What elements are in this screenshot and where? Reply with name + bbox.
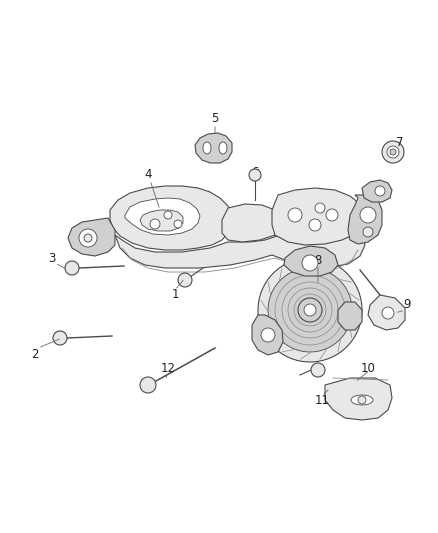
Circle shape — [84, 234, 92, 242]
Text: 4: 4 — [144, 168, 152, 182]
Polygon shape — [115, 225, 365, 268]
Circle shape — [288, 208, 302, 222]
Circle shape — [150, 219, 160, 229]
Circle shape — [375, 186, 385, 196]
Polygon shape — [338, 302, 362, 330]
Text: 6: 6 — [251, 166, 259, 179]
Circle shape — [249, 169, 261, 181]
Polygon shape — [368, 295, 405, 330]
Circle shape — [358, 396, 366, 404]
Circle shape — [326, 209, 338, 221]
Circle shape — [382, 141, 404, 163]
Polygon shape — [110, 186, 232, 250]
Circle shape — [302, 255, 318, 271]
Text: 8: 8 — [314, 254, 321, 266]
Circle shape — [390, 149, 396, 155]
Circle shape — [79, 229, 97, 247]
Circle shape — [174, 220, 182, 228]
Text: 2: 2 — [31, 349, 39, 361]
Ellipse shape — [351, 395, 373, 405]
Polygon shape — [325, 378, 392, 420]
Text: 3: 3 — [48, 252, 56, 264]
Text: 7: 7 — [396, 136, 404, 149]
Circle shape — [315, 203, 325, 213]
Circle shape — [140, 377, 156, 393]
Polygon shape — [125, 198, 200, 235]
Circle shape — [261, 328, 275, 342]
Ellipse shape — [219, 142, 227, 154]
Circle shape — [309, 219, 321, 231]
Polygon shape — [284, 246, 338, 276]
Circle shape — [298, 298, 322, 322]
Circle shape — [178, 273, 192, 287]
Circle shape — [360, 207, 376, 223]
Circle shape — [53, 331, 67, 345]
Circle shape — [65, 261, 79, 275]
Polygon shape — [68, 218, 115, 256]
Circle shape — [387, 146, 399, 158]
Circle shape — [363, 227, 373, 237]
Circle shape — [382, 307, 394, 319]
Polygon shape — [252, 315, 283, 355]
Text: 10: 10 — [360, 361, 375, 375]
Circle shape — [268, 268, 352, 352]
Text: 12: 12 — [160, 361, 176, 375]
Text: 9: 9 — [403, 298, 411, 311]
Text: 11: 11 — [314, 393, 329, 407]
Circle shape — [304, 304, 316, 316]
Circle shape — [258, 258, 362, 362]
Polygon shape — [272, 188, 365, 245]
Polygon shape — [362, 180, 392, 202]
Polygon shape — [222, 204, 282, 242]
Circle shape — [311, 363, 325, 377]
Ellipse shape — [203, 142, 211, 154]
Polygon shape — [348, 195, 382, 244]
Text: 1: 1 — [171, 288, 179, 302]
Polygon shape — [140, 210, 183, 231]
Circle shape — [164, 211, 172, 219]
Polygon shape — [195, 133, 232, 163]
Text: 5: 5 — [211, 111, 219, 125]
